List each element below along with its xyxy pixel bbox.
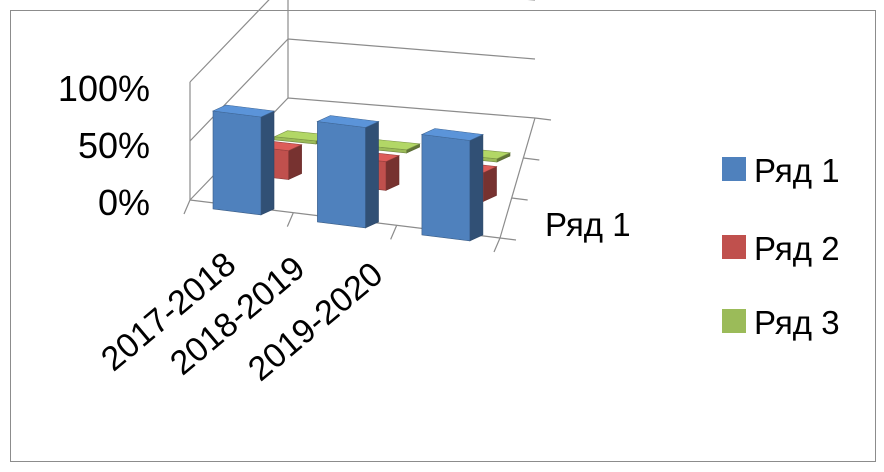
legend-swatch-series-3 [722, 309, 746, 333]
gridline [189, 0, 535, 83]
y-axis-ticks: 100% 50% 0% [58, 68, 150, 223]
bar-front [212, 110, 262, 216]
legend-label-series-3: Ряд 3 [754, 304, 840, 341]
depth-axis-label: Ряд 1 [545, 206, 631, 243]
legend-swatch-series-1 [722, 157, 746, 181]
legend-swatch-series-2 [722, 235, 746, 259]
bar-top [316, 115, 380, 128]
y-tick-label-100: 100% [58, 68, 150, 109]
bar [211, 104, 276, 216]
depth-axis-line [499, 117, 536, 239]
depth-axis-tick [534, 117, 552, 121]
bar-front [317, 121, 366, 229]
y-tick-label-0: 0% [98, 182, 150, 223]
y-tick-label-50: 50% [78, 125, 150, 166]
x-axis-tick [286, 212, 294, 227]
bar-side [365, 121, 379, 229]
bar-top [211, 104, 276, 118]
legend: Ряд 1 Ряд 2 Ряд 3 [722, 152, 840, 341]
legend-label-series-1: Ряд 1 [754, 152, 840, 189]
depth-axis-tick [523, 157, 540, 161]
bar [420, 128, 484, 242]
bar [273, 130, 331, 145]
x-axis-categories: 2017-2018 2018-2019 2019-2020 [94, 245, 390, 389]
bar-side [469, 134, 484, 242]
x-axis-tick [390, 225, 398, 240]
x-axis-tick [493, 237, 501, 253]
bar-group [211, 104, 512, 242]
depth-axis-tick [499, 237, 517, 241]
depth-axis-tick [511, 197, 528, 201]
legend-label-series-2: Ряд 2 [754, 230, 840, 267]
bar-front [421, 134, 471, 242]
bar-side [260, 110, 275, 216]
bar-top [420, 128, 484, 141]
x-axis-tick [183, 199, 191, 215]
bar [316, 115, 380, 229]
